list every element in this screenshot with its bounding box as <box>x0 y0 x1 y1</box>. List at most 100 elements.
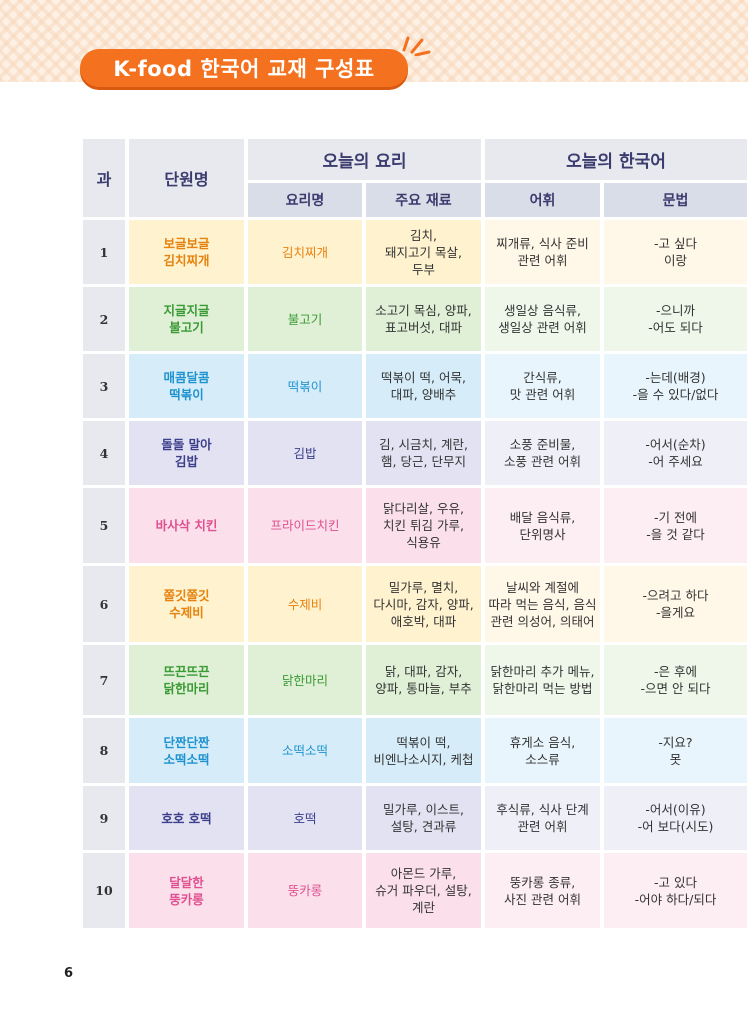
grammar-line: -으면 안 되다 <box>640 681 711 696</box>
unit-name-line: 뚱카롱 <box>169 891 204 907</box>
vocabulary-line: 소풍 관련 어휘 <box>504 454 581 469</box>
dish-name: 김치찌개 <box>248 220 362 284</box>
ingredients-cell: 닭다리살, 우유, 치킨 튀김 가루, 식용유 <box>366 488 481 563</box>
ingredients-line: 슈거 파우더, 설탕, <box>375 883 472 898</box>
dish-name: 뚱카롱 <box>248 853 362 928</box>
lesson-number: 9 <box>83 786 125 850</box>
sparkle-icon <box>402 36 431 56</box>
ingredients-cell: 아몬드 가루, 슈거 파우더, 설탕, 계란 <box>366 853 481 928</box>
unit-name-line: 바사삭 치킨 <box>155 518 218 533</box>
grammar-line: -어 주세요 <box>648 454 703 469</box>
dish-name: 프라이드치킨 <box>248 488 362 563</box>
lesson-number: 7 <box>83 645 125 715</box>
header-grammar: 문법 <box>604 183 748 217</box>
vocabulary-line: 관련 어휘 <box>517 819 568 834</box>
unit-name-cell: 단짠단짠 소떡소떡 <box>129 718 244 783</box>
vocabulary-line: 관련 어휘 <box>517 253 568 268</box>
vocabulary-line: 맛 관련 어휘 <box>509 387 576 402</box>
unit-name-line: 보글보글 <box>163 236 210 251</box>
grammar-line: -을게요 <box>656 605 696 620</box>
vocabulary-line: 닭한마리 먹는 방법 <box>492 681 593 696</box>
table-row: 8 단짠단짠 소떡소떡 소떡소떡 떡볶이 떡, 비엔나소시지, 케첩 휴게소 음식, 소스류 -… <box>83 718 748 783</box>
unit-name-cell: 호호 호떡 <box>129 786 244 850</box>
page-number: 6 <box>64 966 74 981</box>
ingredients-line: 김, 시금치, 계란, <box>379 437 468 452</box>
ingredients-line: 양파, 통마늘, 부추 <box>375 681 472 696</box>
vocabulary-line: 사진 관련 어휘 <box>504 891 581 907</box>
grammar-cell: -은 후에 -으면 안 되다 <box>604 645 748 715</box>
vocabulary-line: 배달 음식류, <box>509 509 576 525</box>
grammar-cell: -어서(순차) -어 주세요 <box>604 421 748 485</box>
unit-name-line: 지글지글 <box>163 303 210 318</box>
unit-name-line: 수제비 <box>169 605 204 620</box>
dish-name: 닭한마리 <box>248 645 362 715</box>
grammar-line: -어야 하다/되다 <box>634 891 717 907</box>
lesson-number: 10 <box>83 853 125 928</box>
lesson-number: 1 <box>83 220 125 284</box>
unit-name-line: 호호 호떡 <box>161 810 212 826</box>
ingredients-cell: 밀가루, 이스트, 설탕, 견과류 <box>366 786 481 850</box>
ingredients-line: 식용유 <box>406 535 441 550</box>
unit-name-line: 단짠단짠 <box>163 734 210 750</box>
vocabulary-cell: 후식류, 식사 단계 관련 어휘 <box>485 786 600 850</box>
dish-name: 떡볶이 <box>248 354 362 418</box>
grammar-line: -어서(이유) <box>645 802 706 817</box>
vocabulary-line: 찌개류, 식사 준비 <box>496 236 589 251</box>
dish-name: 김밥 <box>248 421 362 485</box>
vocabulary-cell: 소풍 준비물, 소풍 관련 어휘 <box>485 421 600 485</box>
table-row: 5 바사삭 치킨 프라이드치킨 닭다리살, 우유, 치킨 튀김 가루, 식용유 배달 음식류… <box>83 488 748 563</box>
lesson-number: 8 <box>83 718 125 783</box>
ingredients-line: 밀가루, 이스트, <box>383 802 464 817</box>
unit-name-line: 김밥 <box>174 454 198 469</box>
ingredients-cell: 소고기 목심, 양파, 표고버섯, 대파 <box>366 287 481 351</box>
unit-name-line: 뜨끈뜨끈 <box>163 664 210 679</box>
unit-name-line: 떡볶이 <box>169 387 204 402</box>
vocabulary-line: 관련 의성어, 의태어 <box>490 613 595 629</box>
grammar-cell: -으니까 -어도 되다 <box>604 287 748 351</box>
ingredients-cell: 닭, 대파, 감자, 양파, 통마늘, 부추 <box>366 645 481 715</box>
unit-name-line: 매콤달콤 <box>163 370 210 385</box>
table-row: 9 호호 호떡 호떡 밀가루, 이스트, 설탕, 견과류 후식류, 식사 단계 관련 어휘 -… <box>83 786 748 850</box>
grammar-line: -어서(순차) <box>645 437 706 452</box>
unit-name-cell: 지글지글 불고기 <box>129 287 244 351</box>
grammar-cell: -고 싶다 이랑 <box>604 220 748 284</box>
table-row: 7 뜨끈뜨끈 닭한마리 닭한마리 닭, 대파, 감자, 양파, 통마늘, 부추 닭한마리 추… <box>83 645 748 715</box>
table-row: 1 보글보글 김치찌개 김치찌개 김치, 돼지고기 목살, 두부 찌개류, 식사 준비 관련 어… <box>83 220 748 284</box>
unit-name-line: 김치찌개 <box>163 253 210 268</box>
header-lesson: 과 <box>83 139 125 217</box>
ingredients-cell: 김, 시금치, 계란, 햄, 당근, 단무지 <box>366 421 481 485</box>
grammar-line: 못 <box>669 751 682 767</box>
table-row: 2 지글지글 불고기 불고기 소고기 목심, 양파, 표고버섯, 대파 생일상 음식류, 생일… <box>83 287 748 351</box>
grammar-line: -지요? <box>658 734 693 750</box>
header-todays-cooking: 오늘의 요리 <box>248 139 481 180</box>
grammar-line: -어도 되다 <box>648 320 703 335</box>
unit-name-line: 돌돌 말아 <box>161 437 212 452</box>
vocabulary-cell: 뚱카롱 종류, 사진 관련 어휘 <box>485 853 600 928</box>
lesson-number: 4 <box>83 421 125 485</box>
ingredients-line: 밀가루, 멸치, <box>388 579 459 595</box>
grammar-line: -을 수 있다/없다 <box>632 387 719 402</box>
vocabulary-cell: 닭한마리 추가 메뉴, 닭한마리 먹는 방법 <box>485 645 600 715</box>
lesson-number: 3 <box>83 354 125 418</box>
dish-name: 소떡소떡 <box>248 718 362 783</box>
grammar-line: -은 후에 <box>654 664 697 679</box>
ingredients-line: 설탕, 견과류 <box>390 819 457 834</box>
grammar-cell: -지요? 못 <box>604 718 748 783</box>
vocabulary-line: 생일상 음식류, <box>504 303 581 318</box>
ingredients-line: 표고버섯, 대파 <box>385 320 462 335</box>
header-todays-korean: 오늘의 한국어 <box>485 139 748 180</box>
ingredients-line: 애호박, 대파 <box>390 613 457 629</box>
table-row: 6 쫄깃쫄깃 수제비 수제비 밀가루, 멸치, 다시마, 감자, 양파, 애호박, 대파 날씨… <box>83 566 748 642</box>
grammar-line: -고 있다 <box>654 874 697 890</box>
dish-name: 불고기 <box>248 287 362 351</box>
ingredients-line: 김치, <box>410 227 437 243</box>
ingredients-line: 햄, 당근, 단무지 <box>381 454 466 469</box>
unit-name-line: 달달한 <box>169 874 204 890</box>
vocabulary-line: 따라 먹는 음식, 음식 <box>488 596 597 612</box>
grammar-cell: -기 전에 -을 것 같다 <box>604 488 748 563</box>
vocabulary-line: 소풍 준비물, <box>509 437 576 452</box>
table-body: 1 보글보글 김치찌개 김치찌개 김치, 돼지고기 목살, 두부 찌개류, 식사 준비 관련 어… <box>83 220 748 928</box>
